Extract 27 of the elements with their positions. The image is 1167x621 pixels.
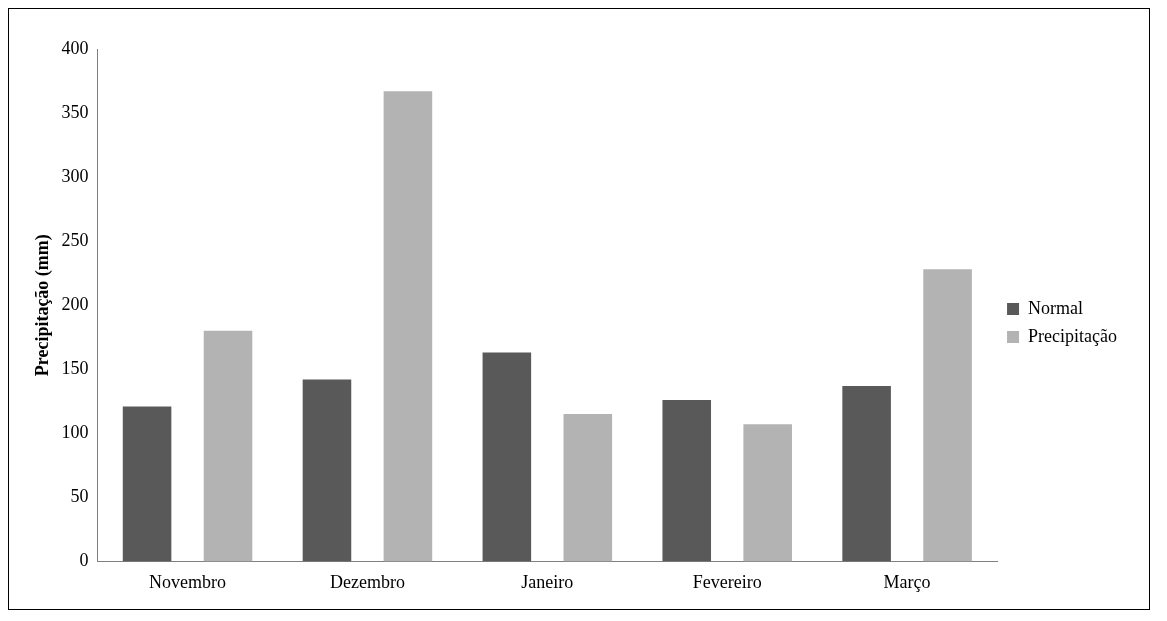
bar <box>302 379 352 562</box>
bar <box>122 406 172 562</box>
x-tick-label: Março <box>883 571 931 592</box>
y-axis-title: Precipitação (mm) <box>32 234 54 377</box>
y-tick-label: 250 <box>61 229 89 250</box>
y-tick-label: 400 <box>61 37 89 58</box>
bar <box>563 414 613 562</box>
y-tick-label: 150 <box>61 357 89 378</box>
bar <box>383 91 433 562</box>
y-tick-label: 350 <box>61 101 89 122</box>
x-tick-label: Janeiro <box>521 571 574 592</box>
x-tick-label: Novembro <box>149 571 227 592</box>
bar <box>743 424 792 562</box>
y-tick-label: 300 <box>61 165 89 186</box>
legend-label: Precipitação <box>1028 325 1118 346</box>
y-tick-label: 100 <box>61 422 89 443</box>
x-tick-label: Dezembro <box>329 571 405 592</box>
legend-label: Normal <box>1028 297 1084 318</box>
bar <box>662 399 712 562</box>
y-tick-label: 50 <box>70 486 89 507</box>
bar <box>842 385 891 562</box>
bar <box>482 352 532 562</box>
y-tick-label: 0 <box>79 550 89 571</box>
y-tick-label: 200 <box>61 293 89 314</box>
x-tick-label: Fevereiro <box>692 571 762 592</box>
bar <box>923 269 972 562</box>
bar <box>203 330 253 562</box>
